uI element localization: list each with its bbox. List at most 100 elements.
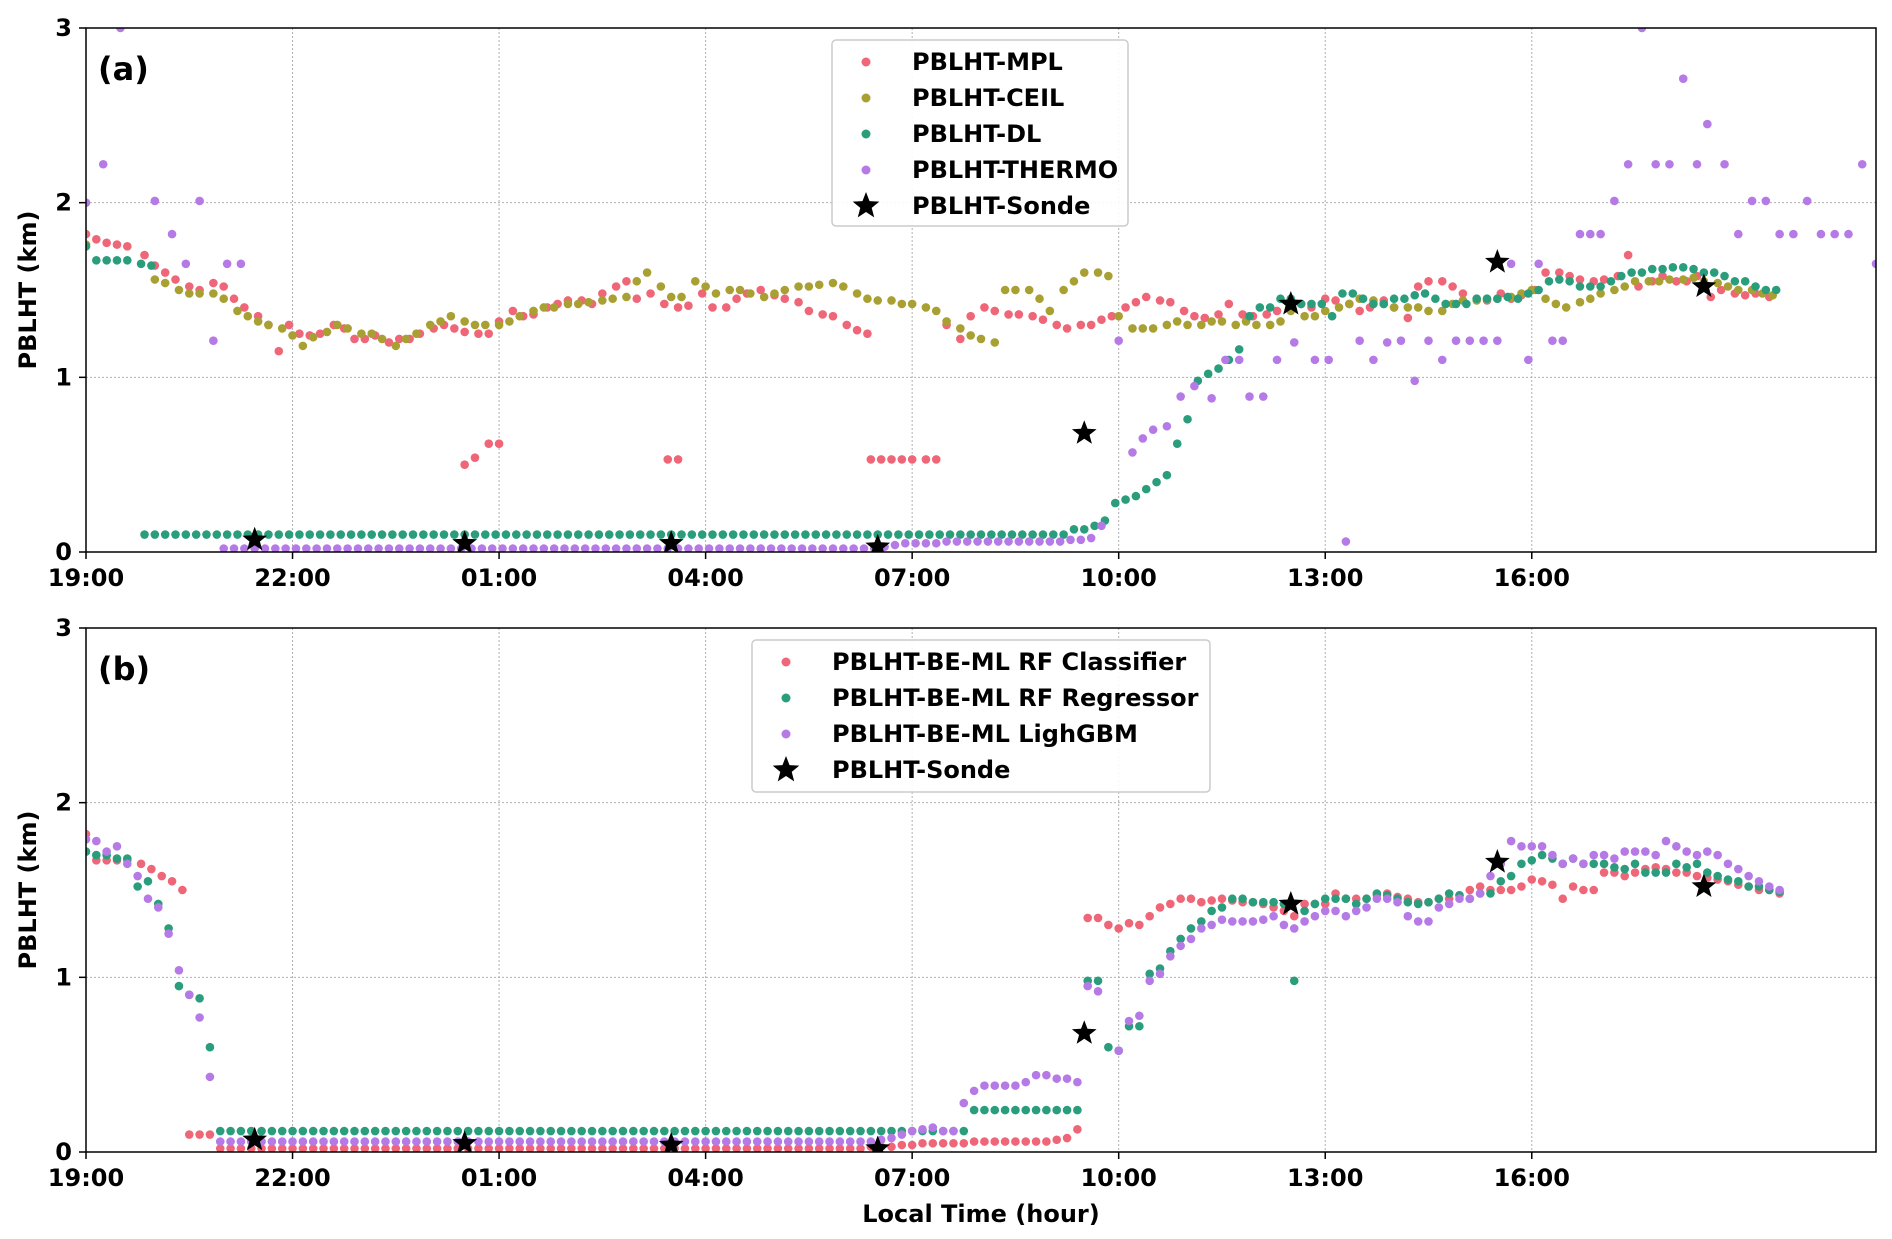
data-point <box>907 455 917 464</box>
data-point <box>966 530 975 539</box>
data-point <box>1124 918 1134 928</box>
data-point <box>484 439 494 449</box>
data-point <box>1568 882 1578 891</box>
data-point <box>567 1126 576 1136</box>
data-point <box>422 1126 432 1136</box>
data-point <box>735 544 745 552</box>
data-point <box>942 537 951 546</box>
data-point <box>804 1137 814 1146</box>
data-point <box>1561 303 1571 312</box>
data-point <box>852 530 862 539</box>
data-point <box>618 1137 628 1146</box>
data-point <box>167 229 177 239</box>
data-point <box>1183 320 1192 330</box>
data-point <box>632 276 642 286</box>
data-point <box>233 530 242 539</box>
data-point <box>629 1137 638 1146</box>
data-point <box>1537 876 1547 886</box>
data-point <box>160 278 170 288</box>
data-point <box>845 1144 855 1152</box>
data-point <box>1527 856 1537 865</box>
data-point <box>577 1144 586 1152</box>
data-point <box>773 1144 783 1152</box>
data-point <box>825 1126 834 1136</box>
data-point <box>1166 952 1175 961</box>
data-point <box>508 306 518 316</box>
data-point <box>233 306 242 316</box>
legend-marker <box>781 693 791 703</box>
data-point <box>384 544 394 552</box>
data-point <box>539 544 549 552</box>
data-point <box>536 1137 545 1146</box>
data-point <box>732 1137 741 1146</box>
data-point <box>887 296 896 305</box>
data-point <box>842 320 852 330</box>
data-point <box>474 1137 483 1146</box>
data-point <box>752 1126 762 1136</box>
data-point <box>1227 917 1237 926</box>
data-point <box>956 324 965 333</box>
data-point <box>649 1126 659 1136</box>
data-point <box>1575 282 1585 291</box>
legend-marker <box>861 165 871 175</box>
data-point <box>1166 899 1175 909</box>
x-tick-label: 04:00 <box>667 564 743 592</box>
data-point <box>1341 894 1351 904</box>
data-point <box>1107 311 1117 321</box>
data-point <box>567 1144 576 1152</box>
data-point <box>209 278 218 288</box>
data-point <box>1135 1011 1144 1021</box>
legend: PBLHT-MPL PBLHT-CEIL PBLHT-DL PBLHT-THERMO P… <box>831 39 1129 227</box>
data-point <box>1486 889 1495 898</box>
data-point <box>1021 1137 1031 1146</box>
data-point <box>1276 317 1285 326</box>
data-point <box>1062 1133 1072 1143</box>
data-point <box>542 530 552 539</box>
data-point <box>1300 899 1309 909</box>
data-point <box>1382 338 1392 347</box>
data-point <box>794 1126 803 1136</box>
data-point <box>1183 414 1192 424</box>
data-point <box>532 530 542 539</box>
data-point <box>1465 885 1475 895</box>
legend-star-marker <box>772 756 800 782</box>
data-point <box>123 859 132 869</box>
data-point <box>1764 882 1774 891</box>
data-point <box>484 1144 494 1152</box>
data-point <box>264 530 273 539</box>
data-point <box>205 1072 215 1082</box>
data-point <box>453 1126 463 1136</box>
data-point <box>935 530 944 539</box>
data-point <box>684 544 693 552</box>
data-point <box>1052 1135 1062 1145</box>
star-point <box>242 1126 268 1151</box>
data-point <box>794 1137 803 1146</box>
data-point <box>1214 364 1223 373</box>
data-point <box>350 334 359 344</box>
data-point <box>1885 230 1892 239</box>
data-point <box>1637 28 1647 33</box>
data-point <box>1444 899 1454 909</box>
data-point <box>1382 894 1392 904</box>
data-point <box>911 538 920 548</box>
data-point <box>494 1144 504 1152</box>
data-point <box>539 303 549 312</box>
data-point <box>1503 292 1512 302</box>
data-point <box>728 530 738 539</box>
data-point <box>1740 290 1750 300</box>
data-point <box>1069 276 1079 286</box>
data-point <box>1248 917 1258 926</box>
data-point <box>92 256 101 265</box>
star-point <box>658 1132 684 1152</box>
data-point <box>277 1137 287 1146</box>
data-point <box>343 544 352 552</box>
data-point <box>370 1126 380 1136</box>
data-point <box>1348 289 1358 298</box>
data-point <box>814 1137 824 1146</box>
data-point <box>370 1137 380 1146</box>
data-point <box>1018 530 1027 539</box>
data-point <box>956 530 965 539</box>
data-point <box>171 530 180 539</box>
data-point <box>226 1144 235 1152</box>
